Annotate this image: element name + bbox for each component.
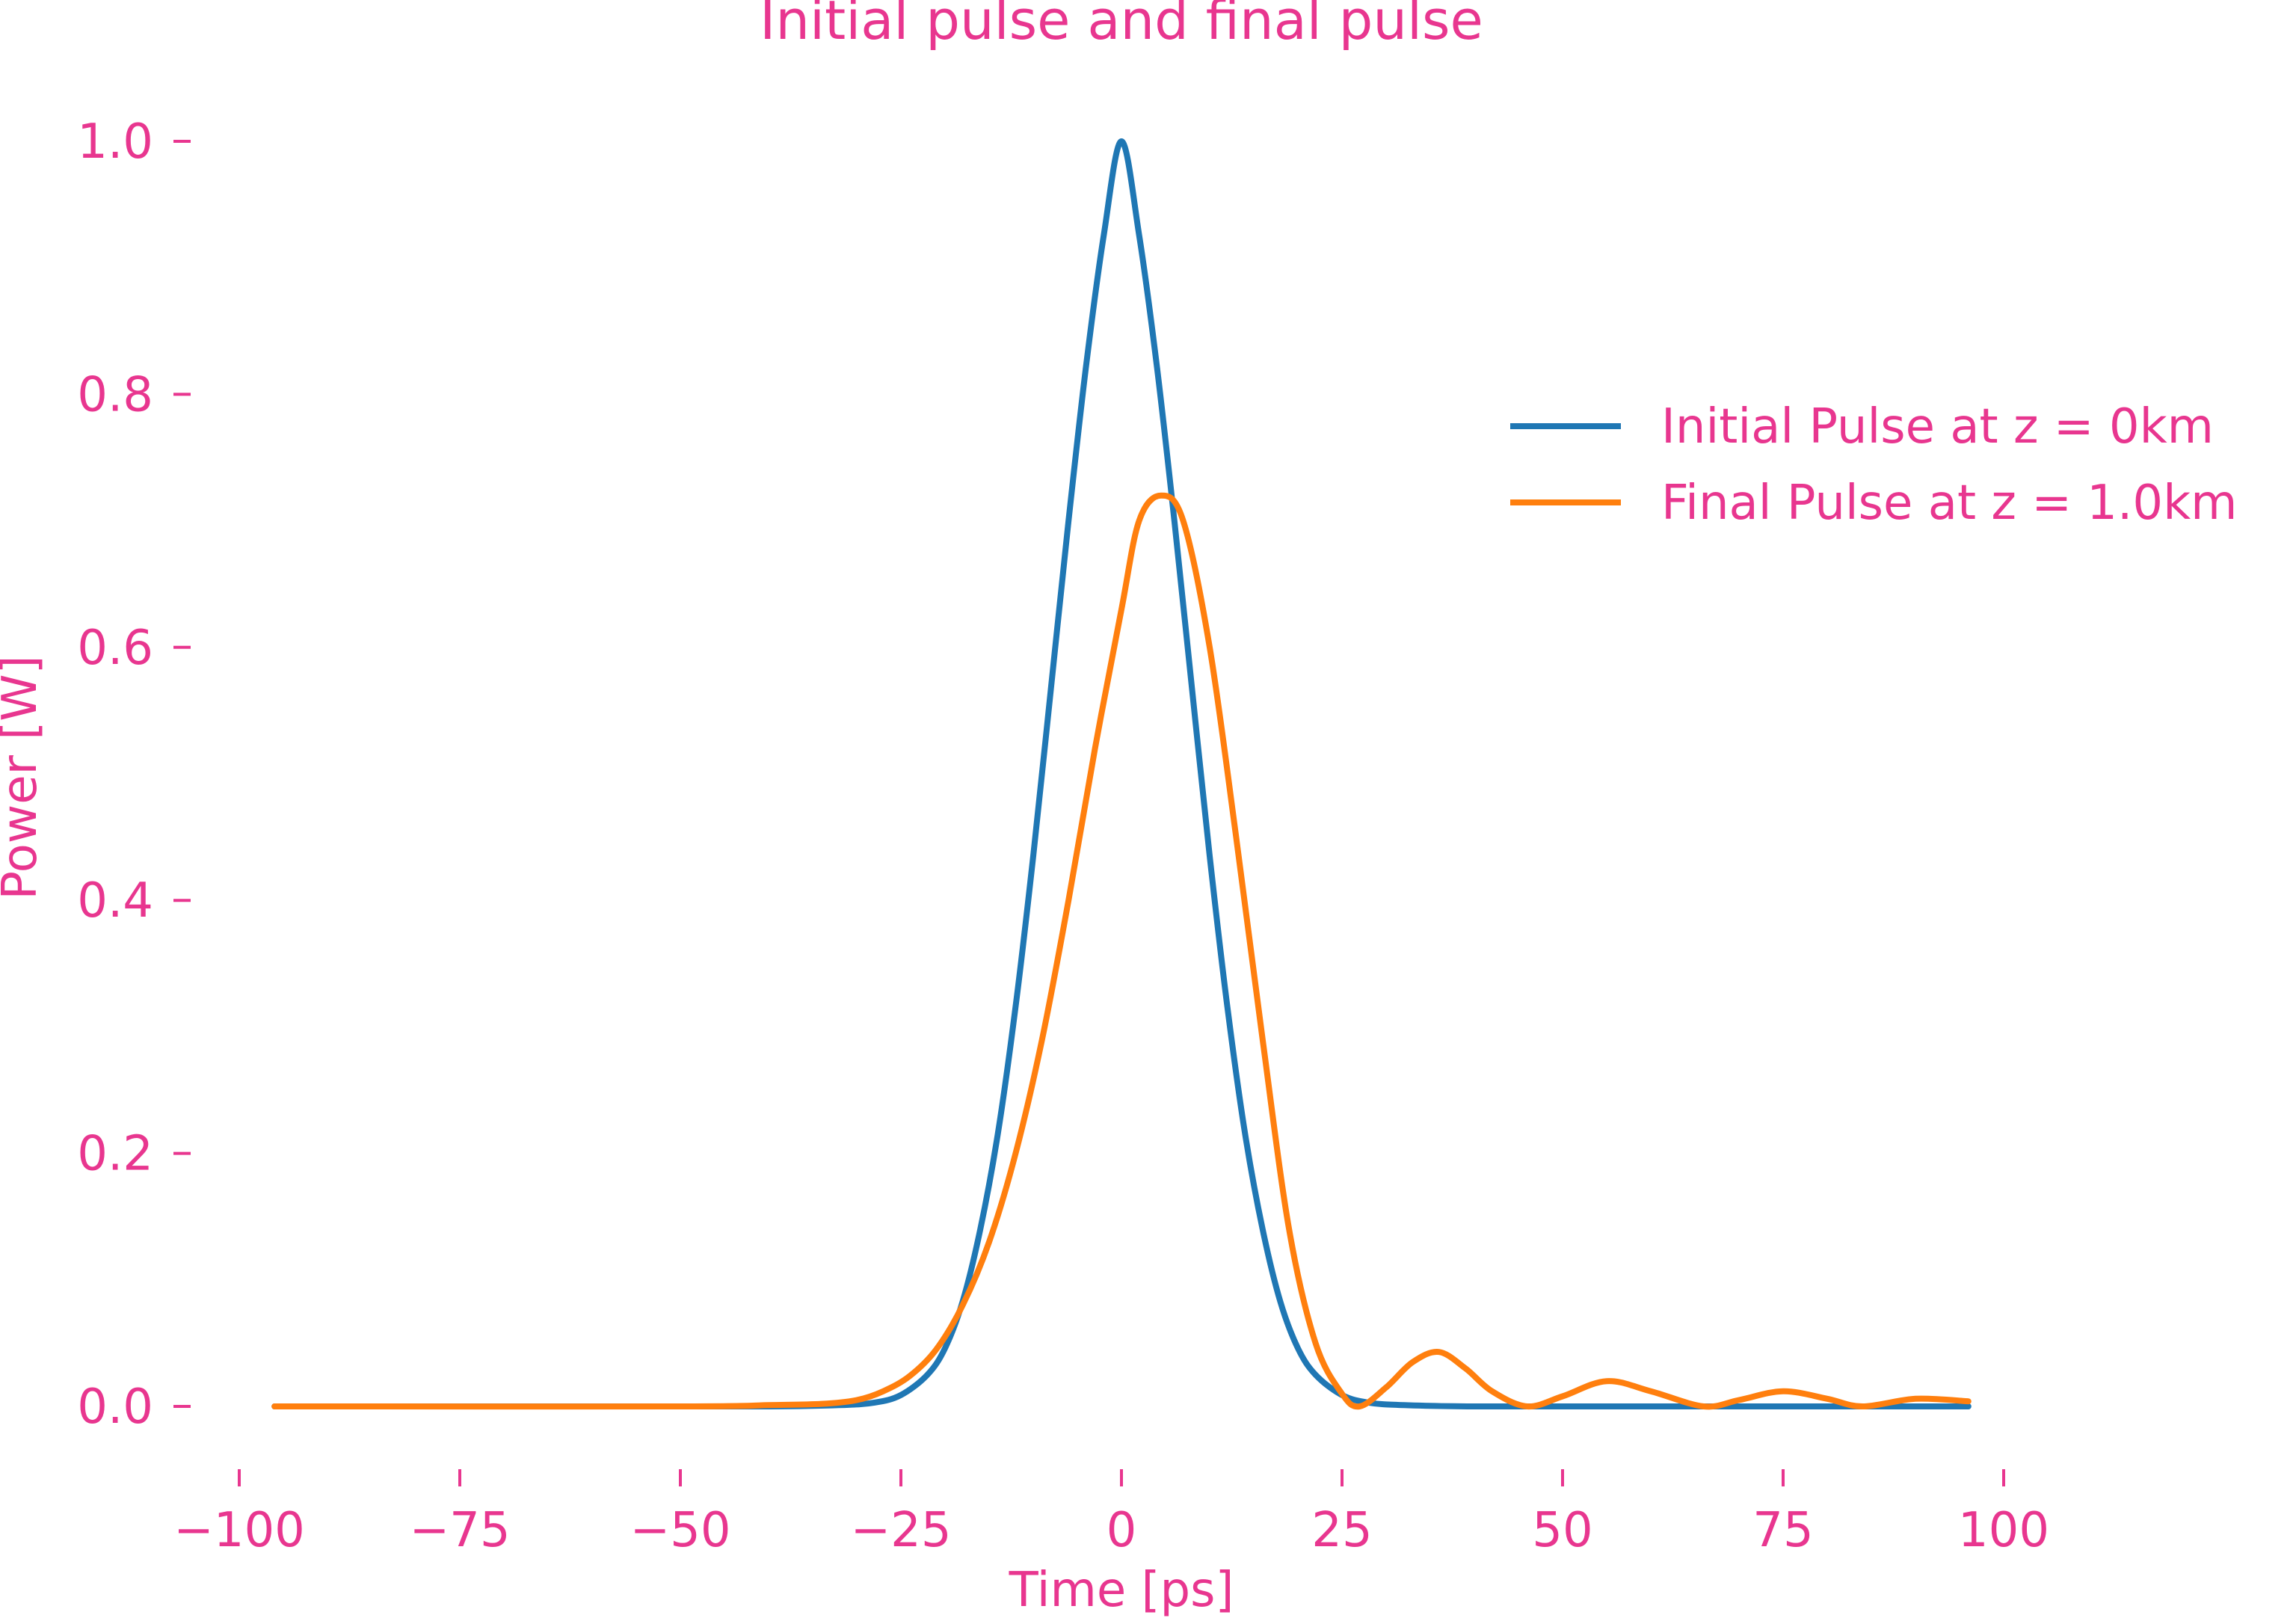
plot-area (271, 138, 1972, 1410)
x-tick-label: 100 (1958, 1503, 2049, 1558)
legend-label-2: Final Pulse at z = 1.0km (1661, 476, 2237, 531)
y-tick-label: 0.2 (77, 1127, 153, 1182)
x-tick-label: −100 (173, 1503, 305, 1558)
y-tick-label: 0.4 (77, 873, 153, 929)
y-tick-label: 1.0 (77, 114, 153, 170)
y-axis: 0.0 0.2 0.4 0.6 0.8 1.0 (77, 114, 191, 1435)
x-axis: −100 −75 −50 −25 0 25 50 75 100 (173, 1469, 2049, 1558)
series-line-2 (271, 492, 1972, 1410)
y-axis-label: Power [W] (0, 655, 48, 899)
series-line-1 (271, 138, 1972, 1410)
x-tick-label: 50 (1532, 1503, 1592, 1558)
y-tick-label: 0.0 (77, 1379, 153, 1435)
x-tick-label: −25 (850, 1503, 951, 1558)
legend: Initial Pulse at z = 0km Final Pulse at z… (1510, 399, 2237, 531)
x-tick-label: 25 (1311, 1503, 1372, 1558)
x-tick-label: −75 (409, 1503, 510, 1558)
x-axis-label: Time [ps] (1009, 1563, 1234, 1618)
x-tick-label: −50 (630, 1503, 730, 1558)
x-tick-label: 0 (1107, 1503, 1137, 1558)
y-tick-label: 0.6 (77, 621, 153, 676)
y-tick-label: 0.8 (77, 367, 153, 422)
chart-title: Initial pulse and final pulse (760, 0, 1483, 52)
legend-label-1: Initial Pulse at z = 0km (1661, 399, 2214, 455)
x-tick-label: 75 (1752, 1503, 1813, 1558)
